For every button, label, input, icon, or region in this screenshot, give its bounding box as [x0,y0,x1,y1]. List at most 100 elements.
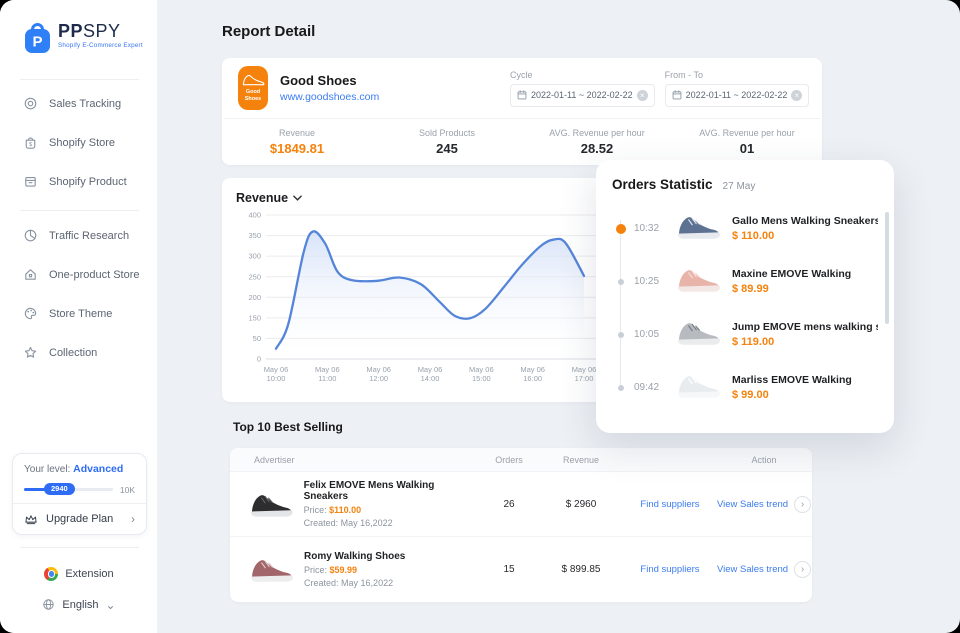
language-selector[interactable]: English ⌄ [0,598,158,611]
page-title: Report Detail [222,23,316,40]
cycle-date-range-input[interactable]: 2022-01-11 ~ 2022-02-22 × [510,83,655,107]
view-sales-trend-link[interactable]: View Sales trend [716,564,789,575]
brand-logo: P PPSPY Shopify E-Commerce Expert [24,22,143,54]
nav-secondary: Traffic Research One-product Store Store… [0,216,158,372]
progress-fill [24,488,58,491]
order-product-name: Gallo Mens Walking Sneakers... [732,215,878,227]
order-price: $ 99.00 [732,389,769,401]
product-box-icon [25,176,36,187]
order-item[interactable]: 10:32 Gallo Mens Walking Sneakers... $ 1… [612,202,878,255]
stat-avg-revenue-per-hour-2: AVG. Revenue per hour 01 [699,128,795,156]
chevron-right-button[interactable]: › [794,495,812,513]
timeline-dot [617,331,624,338]
divider [224,118,820,119]
revenue-value: $ 2960 [565,498,597,510]
order-item[interactable]: 09:42 Marliss EMOVE Walking $ 99.00 [612,361,878,414]
order-time: 10:25 [634,276,660,287]
store-avatar-caption: Good Shoes [244,89,262,102]
nav-primary: Sales Tracking $ Shopify Store Shopify P… [0,84,158,201]
store-summary-card: Good Shoes Good Shoes www.goodshoes.com … [222,58,822,165]
globe-icon [43,599,55,610]
chrome-icon [44,567,59,581]
product-created: Created: May 16,2022 [303,518,393,528]
sidebar: P PPSPY Shopify E-Commerce Expert Sales … [0,0,158,633]
svg-text:250: 250 [248,272,261,281]
chevron-right-button[interactable]: › [794,561,812,578]
clear-date-icon[interactable]: × [791,89,803,101]
order-product-name: Maxine EMOVE Walking [732,268,852,280]
table-row: Romy Walking Shoes Price: $59.99 Created… [230,537,812,602]
col-revenue: Revenue [562,454,600,465]
view-sales-trend-link[interactable]: View Sales trend [716,498,789,510]
find-suppliers-link[interactable]: Find suppliers [640,498,700,510]
sidebar-item-shopify-product[interactable]: Shopify Product [0,162,158,201]
find-suppliers-link[interactable]: Find suppliers [640,564,700,575]
order-time: 10:32 [634,223,660,234]
orders-statistic-panel: Orders Statistic 27 May 10:32 Gallo Mens… [596,160,894,433]
star-icon [24,346,37,358]
sidebar-item-collection[interactable]: Collection [0,333,158,372]
fromto-picker: From - To 2022-01-11 ~ 2022-02-22 × [664,70,810,107]
extension-button[interactable]: Extension [0,567,158,581]
product-image [675,211,721,242]
product-image [675,317,721,348]
chart-metric-dropdown[interactable]: Revenue [236,191,326,205]
col-orders: Orders [495,454,523,465]
table-header-row: Advertiser Orders Revenue Action [230,448,812,472]
fromto-date-range-input[interactable]: 2022-01-11 ~ 2022-02-22 × [664,83,810,107]
best-selling-table: Advertiser Orders Revenue Action Felix E… [230,448,812,602]
orders-timeline: 10:32 Gallo Mens Walking Sneakers... $ 1… [612,202,878,414]
sidebar-item-one-product-store[interactable]: One-product Store [0,255,158,294]
product-price: Price: $59.99 [304,565,358,575]
sidebar-item-sales-tracking[interactable]: Sales Tracking [0,84,158,123]
order-item[interactable]: 10:25 Maxine EMOVE Walking $ 89.99 [612,255,878,308]
palette-icon [24,307,37,320]
timeline-dot [617,278,624,285]
cycle-label: Cycle [510,69,533,80]
svg-text:400: 400 [248,211,261,220]
product-image [675,264,721,295]
order-item[interactable]: 10:05 Jump EMOVE mens walking s... $ 119… [612,308,878,361]
user-level-card: Your level: Advanced 2940 10K Upgrade Pl… [12,453,147,535]
col-advertiser: Advertiser [254,454,295,465]
order-price: $ 119.00 [732,336,775,348]
chart-title: Revenue [236,191,289,205]
clear-date-icon[interactable]: × [636,89,648,101]
svg-text:$: $ [29,142,33,148]
sidebar-item-shopify-store[interactable]: $ Shopify Store [0,123,158,162]
svg-text:P: P [32,34,42,51]
product-image [248,489,294,520]
chevron-down-icon [293,195,302,201]
svg-text:200: 200 [248,293,261,302]
best-selling-title: Top 10 Best Selling [233,420,343,434]
stat-avg-revenue-per-hour: AVG. Revenue per hour 28.52 [549,128,645,156]
order-time: 10:05 [634,329,660,340]
sidebar-item-traffic-research[interactable]: Traffic Research [0,216,158,255]
store-bag-icon: $ [25,137,36,149]
orders-value: 15 [503,564,515,575]
sidebar-item-store-theme[interactable]: Store Theme [0,294,158,333]
progress-max-label: 10K [119,485,135,495]
svg-text:150: 150 [248,313,261,322]
timeline-line [620,220,621,390]
shoe-outline-icon [242,75,265,86]
shopping-bag-logo-icon: P [25,23,50,53]
scrollbar-thumb[interactable] [885,212,889,324]
product-created: Created: May 16,2022 [304,578,394,588]
product-name: Romy Walking Shoes [304,551,406,562]
store-url-link[interactable]: www.goodshoes.com [280,91,380,103]
order-price: $ 110.00 [732,230,775,242]
upgrade-plan-button[interactable]: Upgrade Plan › [13,503,146,534]
product-image [248,554,294,585]
calendar-icon [517,90,527,100]
col-action: Action [751,454,777,465]
progress-badge: 2940 [44,483,75,495]
revenue-value: $ 899.85 [561,564,601,575]
brand-tagline: Shopify E-Commerce Expert [58,42,143,49]
orders-value: 26 [503,498,515,510]
level-progress-bar: 2940 10K [24,483,135,495]
